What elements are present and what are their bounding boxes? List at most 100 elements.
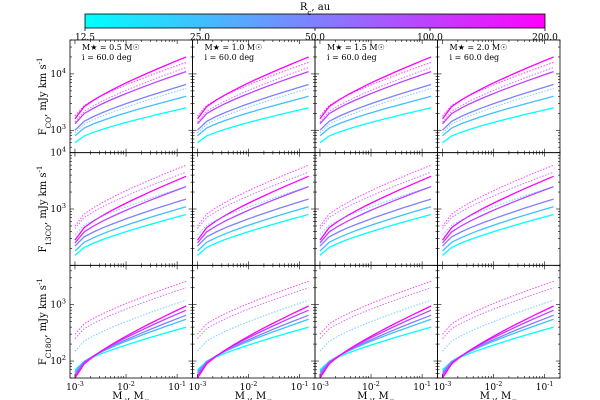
panel-annotation: M★ = 1.5 M☉ <box>327 43 385 52</box>
x-axis-label: Md, M☉ <box>235 391 273 400</box>
series-line <box>319 186 432 236</box>
series-line <box>74 171 187 229</box>
series-line <box>74 299 187 352</box>
series-line <box>197 107 309 144</box>
x-tick-label: 10-2 <box>485 380 503 393</box>
colorbar-tick-label: 50.0 <box>305 33 325 43</box>
colorbar-tick-label: 200.0 <box>532 33 558 43</box>
series-line <box>197 299 309 352</box>
series-line <box>442 318 554 373</box>
series-line <box>196 175 309 241</box>
x-axis-label: Md, M☉ <box>112 391 150 400</box>
x-tick-label: 10-3 <box>434 380 452 393</box>
x-tick-label: 10-3 <box>311 380 329 393</box>
series-line <box>74 186 187 236</box>
x-tick-label: 10-1 <box>291 380 309 393</box>
series-line <box>442 280 554 335</box>
series-line <box>319 175 432 241</box>
series-line <box>442 206 554 252</box>
series-line <box>319 280 432 335</box>
series-line <box>442 95 554 137</box>
series-line <box>319 95 432 137</box>
panel-annotation: M★ = 2.0 M☉ <box>450 43 508 52</box>
panel-inclination: i = 60.0 deg <box>205 53 255 62</box>
series-line <box>74 280 187 335</box>
y-tick-label: 103 <box>50 123 66 136</box>
series-line <box>74 67 187 123</box>
series-line <box>74 88 187 134</box>
series-line <box>197 287 309 339</box>
series-line <box>319 70 432 125</box>
series-line <box>319 318 432 373</box>
series-line <box>442 164 554 227</box>
panel <box>437 152 561 266</box>
series-line <box>197 213 309 256</box>
series-line <box>74 95 187 137</box>
series-line <box>197 198 309 247</box>
series-line <box>441 175 554 241</box>
series-line <box>74 175 187 241</box>
series-line <box>197 61 309 117</box>
series-line <box>74 70 187 125</box>
series-line <box>319 61 432 117</box>
series-line <box>442 70 554 125</box>
panel-inclination: i = 60.0 deg <box>327 53 377 62</box>
y-tick-label: 104 <box>50 146 66 159</box>
series-line <box>442 88 554 134</box>
panel: M★ = 1.5 M☉i = 60.0 deg <box>314 39 438 154</box>
panel: 10-3 10-2 10-1 Md, M☉ <box>311 264 438 400</box>
series-line <box>319 185 432 244</box>
series-line <box>442 213 554 256</box>
series-line <box>319 299 432 352</box>
series-line <box>442 287 554 339</box>
series-line <box>319 198 432 247</box>
series-line <box>197 88 309 134</box>
series-line <box>197 318 309 373</box>
series-line <box>197 83 309 131</box>
series-line <box>197 164 309 227</box>
series-line <box>74 287 187 339</box>
series-line <box>319 107 432 144</box>
series-line <box>442 185 554 244</box>
panel-frame <box>314 152 438 266</box>
panel: 10-3 10-2 10-1 Md, M☉ <box>434 264 561 400</box>
series-line <box>442 67 554 123</box>
series-line <box>74 206 187 252</box>
colorbar-tick-label: 12.5 <box>75 33 95 43</box>
series-line <box>442 198 554 247</box>
series-line <box>197 70 309 125</box>
series-line <box>319 287 432 339</box>
panel-frame <box>69 152 193 266</box>
y-axis-label: F13CO, mJy km s-1 <box>35 165 53 252</box>
series-line <box>319 213 432 256</box>
panel-inclination: i = 60.0 deg <box>450 53 500 62</box>
series-line <box>197 206 309 252</box>
panel <box>192 152 316 266</box>
series-line <box>319 164 432 227</box>
y-tick-label: 103 <box>50 298 66 311</box>
x-tick-label: 10-3 <box>189 380 207 393</box>
series-line <box>74 198 187 247</box>
series-line <box>442 186 554 236</box>
x-tick-label: 10-1 <box>168 380 186 393</box>
series-line <box>197 171 309 229</box>
series-line <box>319 88 432 134</box>
series-line <box>197 95 309 137</box>
series-line <box>196 305 309 379</box>
colorbar: Rc, au 12.5 25.0 50.0 100.0 200.0 <box>75 2 558 43</box>
series-line <box>442 83 554 131</box>
x-tick-label: 10-1 <box>413 380 431 393</box>
x-tick-label: 10-3 <box>66 380 84 393</box>
series-line <box>442 107 554 144</box>
panel-frame <box>437 152 561 266</box>
series-line <box>74 318 187 373</box>
panel-annotation: M★ = 0.5 M☉ <box>82 43 140 52</box>
x-axis-label: Md, M☉ <box>357 391 395 400</box>
y-axis-label: FC18O, mJy km s-1 <box>35 278 53 365</box>
colorbar-tick-label: 100.0 <box>417 33 443 43</box>
series-line <box>74 305 187 379</box>
